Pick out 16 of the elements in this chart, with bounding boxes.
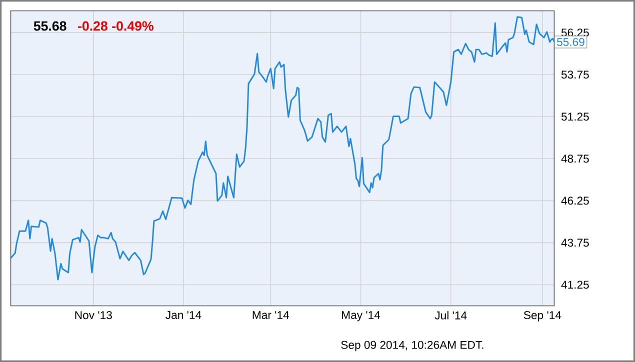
y-tick-label: 43.75 bbox=[561, 238, 589, 247]
y-tick-label: 46.25 bbox=[561, 196, 589, 205]
y-tick-label: 48.75 bbox=[561, 154, 589, 163]
x-tick-label: Jul '14 bbox=[434, 311, 467, 320]
annotation: 55.69 bbox=[556, 38, 584, 46]
x-tick-label: Sep '14 bbox=[524, 311, 562, 322]
y-tick-label: 53.75 bbox=[561, 70, 589, 79]
x-tick-label: Mar '14 bbox=[252, 311, 290, 320]
text: Sep 09 2014, 10:26AM EDT. bbox=[341, 340, 484, 352]
y-tick-label: 51.25 bbox=[561, 112, 589, 121]
text: 55.68 bbox=[34, 21, 66, 31]
text: -0.28 -0.49% bbox=[78, 21, 154, 31]
x-tick-label: Jan '14 bbox=[166, 311, 202, 320]
x-tick-label: May '14 bbox=[342, 311, 380, 322]
y-tick-label: 41.25 bbox=[561, 280, 589, 289]
x-tick-label: Nov '13 bbox=[75, 311, 112, 320]
